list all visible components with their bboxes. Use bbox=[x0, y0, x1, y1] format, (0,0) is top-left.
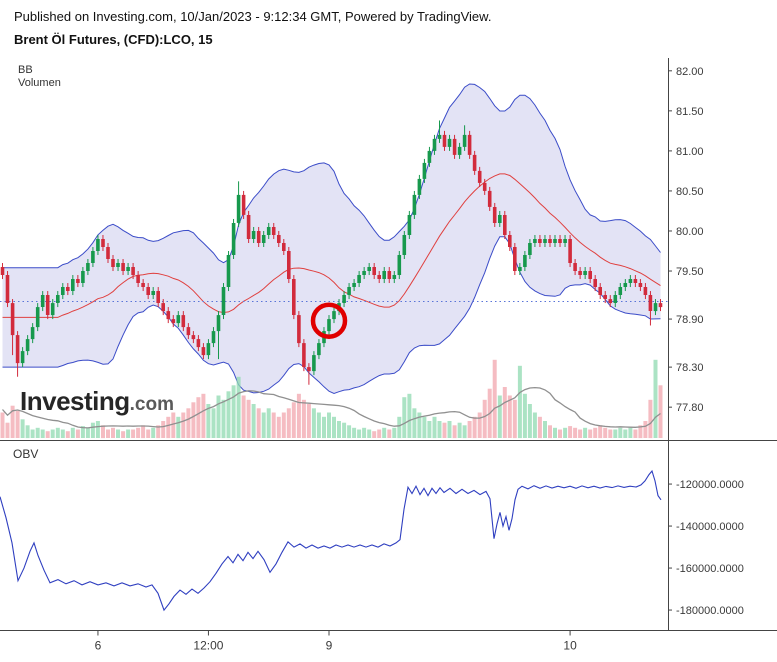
obv-indicator-label[interactable]: OBV bbox=[13, 447, 39, 461]
svg-text:-140000.0000: -140000.0000 bbox=[676, 521, 744, 533]
svg-text:78.30: 78.30 bbox=[676, 362, 704, 374]
svg-text:82.00: 82.00 bbox=[676, 66, 704, 78]
svg-text:79.50: 79.50 bbox=[676, 266, 704, 278]
annotation-circle bbox=[310, 302, 348, 339]
price-axis-labels[interactable]: 82.00 81.50 81.00 80.50 80.00 79.50 78.90 78.30… bbox=[668, 66, 744, 617]
svg-text:80.50: 80.50 bbox=[676, 186, 704, 198]
investing-logo: Investing.com bbox=[20, 386, 174, 417]
svg-text:-120000.0000: -120000.0000 bbox=[676, 479, 744, 491]
candles-layer bbox=[0, 120, 663, 385]
svg-text:-180000.0000: -180000.0000 bbox=[676, 605, 744, 617]
chart-canvas[interactable]: 82.00 81.50 81.00 80.50 80.00 79.50 78.90 78.30… bbox=[0, 55, 777, 662]
volume-ma-line bbox=[2, 386, 661, 429]
logo-com-text: .com bbox=[129, 394, 174, 415]
svg-text:78.90: 78.90 bbox=[676, 314, 704, 326]
svg-text:9: 9 bbox=[326, 639, 333, 653]
obv-line bbox=[0, 469, 662, 612]
volume-bars bbox=[0, 359, 663, 439]
svg-text:81.00: 81.00 bbox=[676, 146, 704, 158]
time-axis-labels[interactable]: 6 12:00 9 10 bbox=[95, 630, 577, 653]
svg-text:10: 10 bbox=[563, 639, 577, 653]
bollinger-bands bbox=[2, 83, 661, 395]
svg-text:12:00: 12:00 bbox=[193, 639, 223, 653]
svg-text:6: 6 bbox=[95, 639, 102, 653]
published-line: Published on Investing.com, 10/Jan/2023 … bbox=[14, 9, 492, 24]
svg-text:-160000.0000: -160000.0000 bbox=[676, 563, 744, 575]
svg-text:81.50: 81.50 bbox=[676, 106, 704, 118]
instrument-title: Brent Öl Futures, (CFD):LCO, 15 bbox=[14, 32, 213, 47]
svg-text:77.80: 77.80 bbox=[676, 402, 704, 414]
bb-indicator-label[interactable]: BB bbox=[18, 64, 33, 76]
volume-indicator-label[interactable]: Volumen bbox=[18, 77, 61, 89]
logo-main-text: Investing bbox=[20, 386, 130, 416]
svg-text:80.00: 80.00 bbox=[676, 226, 704, 238]
